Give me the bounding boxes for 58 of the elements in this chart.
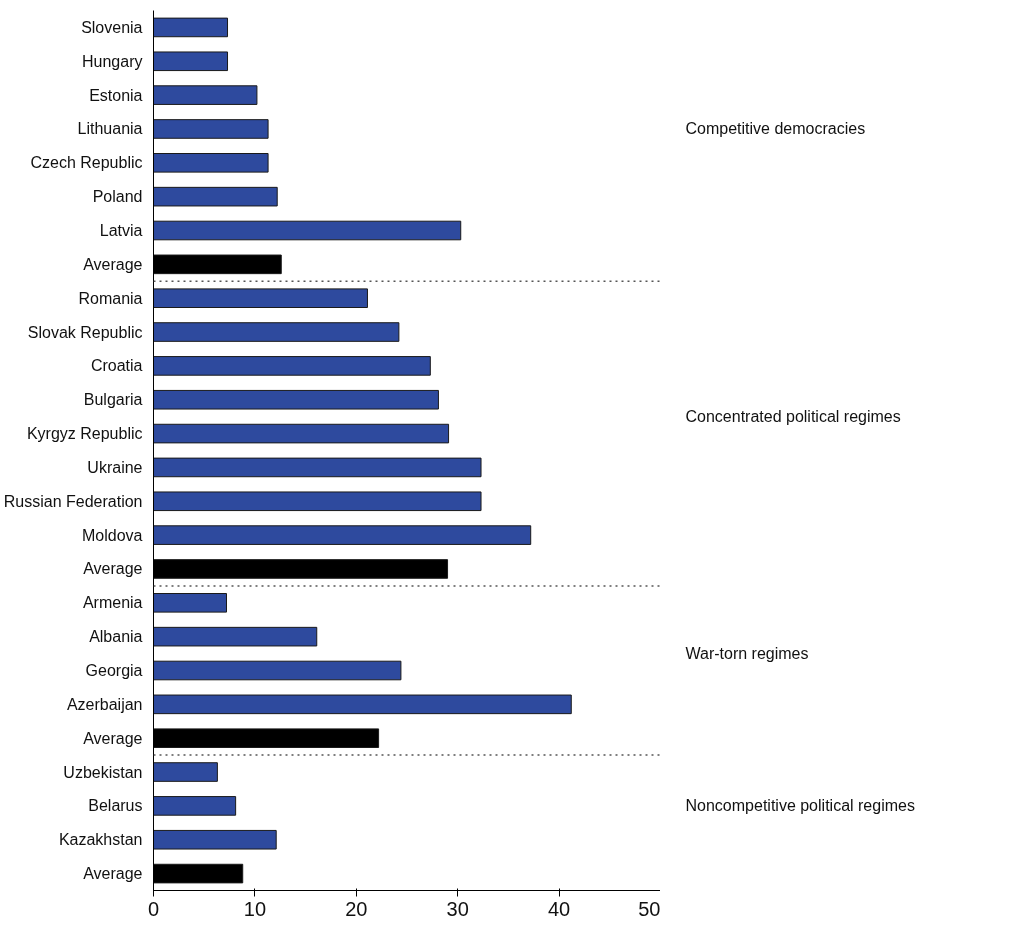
bar <box>153 17 229 38</box>
bar <box>153 119 269 139</box>
x-tick-label: 40 <box>547 897 571 920</box>
y-tick-label: Slovenia <box>81 18 143 36</box>
y-tick-label: Estonia <box>89 86 143 104</box>
bar <box>153 796 237 816</box>
y-tick-label: Albania <box>89 628 143 646</box>
text: Concentrated political regimes <box>685 408 901 426</box>
x-tick-label: 50 <box>638 897 661 920</box>
y-tick-label: Azerbaijan <box>66 695 143 713</box>
bar <box>153 389 439 410</box>
bar <box>153 762 218 782</box>
bar <box>153 593 228 613</box>
x-tick-label: 30 <box>446 897 469 920</box>
y-tick-label: Average <box>83 560 143 578</box>
bar <box>153 322 400 342</box>
y-tick-label: Average <box>83 865 143 883</box>
bar <box>153 829 277 850</box>
bar <box>153 694 572 715</box>
text: War-torn regimes <box>685 645 809 663</box>
y-tick-label: Kazakhstan <box>58 831 143 849</box>
bar <box>153 423 450 444</box>
bar <box>153 85 258 105</box>
y-tick-label: Bulgaria <box>83 391 143 409</box>
y-tick-label: Russian Federation <box>3 492 143 510</box>
y-tick-label: Croatia <box>90 357 143 375</box>
y-tick-label: Lithuania <box>77 120 143 138</box>
y-tick-label: Uzbekistan <box>63 763 143 781</box>
bar <box>153 525 532 545</box>
x-tick-label: 0 <box>147 897 160 920</box>
y-tick-label: Average <box>83 729 143 747</box>
bar <box>153 153 269 173</box>
bar <box>153 220 462 241</box>
y-tick-label: Ukraine <box>87 458 143 476</box>
bar <box>153 626 318 647</box>
text: Competitive democracies <box>685 120 866 138</box>
y-tick-label: Moldova <box>82 526 143 544</box>
y-tick-label: Romania <box>78 289 143 307</box>
y-tick-label: Average <box>83 255 143 273</box>
bar <box>153 457 482 478</box>
y-tick-label: Armenia <box>82 594 143 612</box>
bar <box>153 51 229 72</box>
y-tick-label: Slovak Republic <box>27 323 143 341</box>
text: Noncompetitive political regimes <box>685 797 915 815</box>
x-tick-label: 20 <box>345 897 368 920</box>
bar <box>153 356 431 376</box>
y-tick-label: Kyrgyz Republic <box>26 425 143 443</box>
bar <box>153 186 278 207</box>
x-tick-label: 10 <box>243 897 267 920</box>
y-tick-label: Latvia <box>99 222 143 239</box>
y-tick-label: Czech Republic <box>30 154 143 172</box>
y-tick-label: Hungary <box>82 52 143 70</box>
bar <box>153 660 402 681</box>
y-tick-label: Belarus <box>88 797 143 815</box>
bar <box>153 288 368 308</box>
y-tick-label: Poland <box>92 188 143 206</box>
y-tick-label: Georgia <box>85 662 143 679</box>
bar <box>153 491 482 512</box>
